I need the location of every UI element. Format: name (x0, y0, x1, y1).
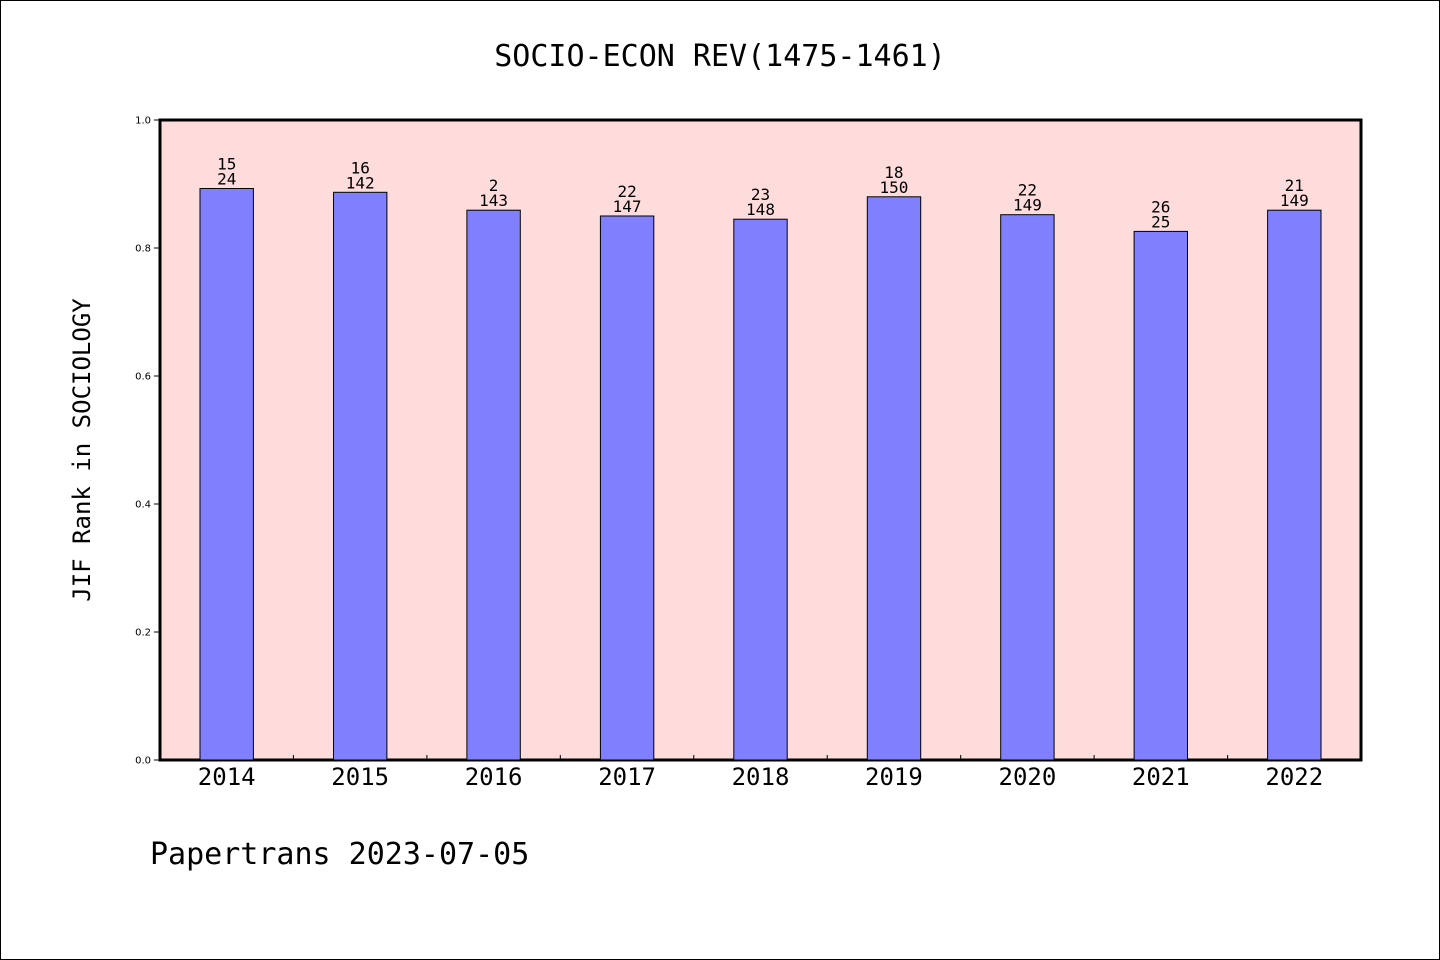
bar-label-top-2018: 23 (751, 185, 770, 204)
footer-text: Papertrans 2023-07-05 (150, 837, 529, 872)
x-tick-label-2014: 2014 (198, 763, 256, 791)
x-tick-label-2022: 2022 (1265, 763, 1323, 791)
bar-2016 (466, 209, 521, 761)
chart-title: SOCIO-ECON REV(1475-1461) (494, 39, 946, 74)
bar-2018 (733, 218, 788, 761)
bar-label-top-2017: 22 (617, 182, 636, 201)
bar-2015 (333, 191, 388, 761)
bar-label-top-2019: 18 (884, 163, 903, 182)
bar-2020 (1000, 214, 1055, 761)
x-tick-label-2019: 2019 (865, 763, 923, 791)
x-tick-label-2018: 2018 (732, 763, 790, 791)
x-axis-ticks: 2014 2015 2016 2017 2018 2019 2020 2021 2022 (198, 755, 1323, 791)
y-tick-label: 0.8 (135, 244, 151, 255)
y-tick-label: 1.0 (135, 116, 151, 127)
bar-label-bottom-2016: 143 (479, 191, 508, 210)
bar-label-bottom-2020: 149 (1013, 196, 1042, 215)
bar-label-top-2015: 16 (351, 158, 370, 177)
bar-label-top-2014: 15 (217, 155, 236, 174)
x-tick-label-2021: 2021 (1132, 763, 1190, 791)
bar-2017 (599, 215, 655, 761)
bar-label-top-2020: 22 (1018, 181, 1037, 200)
bar-label-bottom-2017: 147 (613, 197, 642, 216)
bar-label-bottom-2015: 142 (346, 173, 375, 192)
y-tick-label: 0.4 (135, 500, 151, 511)
y-axis-label: JIF Rank in SOCIOLOGY (68, 298, 96, 602)
bar-label-bottom-2022: 149 (1280, 191, 1309, 210)
y-tick-label: 0.2 (135, 628, 151, 639)
bar-2021 (1133, 230, 1188, 761)
bar-label-bottom-2018: 148 (746, 200, 775, 219)
bar-2014 (199, 188, 254, 761)
bar-label-top-2016: 2 (489, 176, 499, 195)
x-tick-label-2017: 2017 (598, 763, 656, 791)
bar-2022 (1267, 209, 1322, 761)
x-tick-label-2020: 2020 (999, 763, 1057, 791)
bar-2019 (866, 196, 922, 761)
x-tick-label-2015: 2015 (331, 763, 389, 791)
bar-label-bottom-2019: 150 (879, 178, 908, 197)
bar-label-bottom-2021: 25 (1151, 212, 1170, 231)
y-tick-label: 0.0 (135, 756, 151, 767)
x-tick-label-2016: 2016 (465, 763, 523, 791)
bar-label-bottom-2014: 24 (217, 170, 236, 189)
bars-group (199, 188, 1322, 761)
bar-label-top-2021: 26 (1151, 197, 1170, 216)
y-tick-label: 0.6 (135, 372, 151, 383)
y-axis-ticks: 0.0 0.2 0.4 0.6 0.8 1.0 (135, 116, 160, 767)
bar-label-top-2022: 21 (1285, 176, 1304, 195)
